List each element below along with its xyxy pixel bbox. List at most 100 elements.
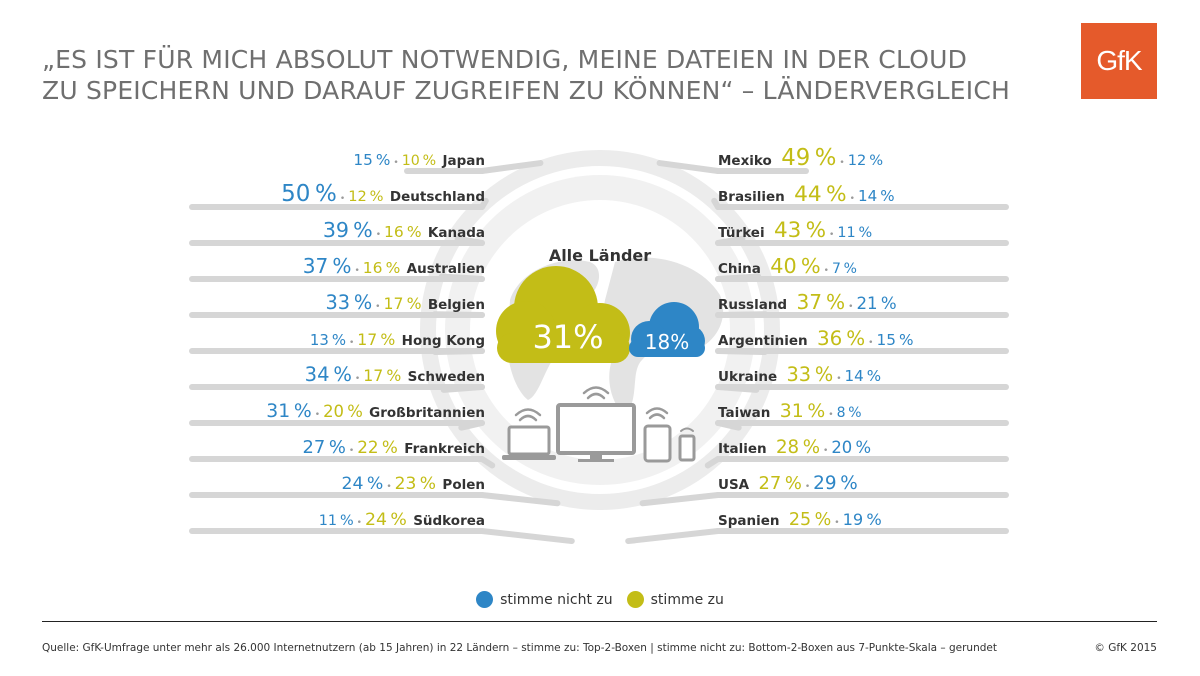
separator-dot: • — [834, 518, 839, 528]
agree-value-kanada: 16 % — [384, 223, 422, 241]
leader-link-türkei — [715, 235, 746, 246]
agree-value-südkorea: 24 % — [365, 510, 407, 530]
disagree-value-polen: 24 % — [341, 474, 383, 494]
disagree-value-japan: 15 % — [353, 151, 390, 169]
spacer — [808, 337, 814, 348]
footer-divider — [42, 621, 1157, 622]
leader-link-argentinien — [715, 348, 768, 356]
row-taiwan: Taiwan 31 % • 8 % — [718, 401, 862, 422]
legend-item-disagree: stimme nicht zu — [476, 591, 613, 608]
leader-lines — [189, 160, 1009, 545]
disagree-value-mexiko: 12 % — [848, 152, 883, 169]
country-label-japan: Japan — [441, 153, 485, 169]
spacer — [767, 445, 773, 456]
disagree-value-deutschland: 50 % — [281, 181, 337, 207]
country-label-kanada: Kanada — [428, 225, 485, 241]
agree-value-usa: 27 % — [759, 473, 802, 494]
wifi-icon-monitor — [582, 386, 610, 400]
leader-link-italien — [704, 456, 721, 469]
separator-dot: • — [315, 410, 320, 420]
row-china: China 40 % • 7 % — [718, 254, 857, 278]
disagree-value-italien: 20 % — [831, 438, 871, 457]
spacer — [765, 229, 771, 240]
country-label-argentinien: Argentinien — [718, 333, 808, 349]
separator-dot: • — [349, 338, 354, 348]
agree-cloud-icon — [496, 266, 630, 363]
country-label-großbritannien: Großbritannien — [369, 405, 485, 421]
all-countries-disagree-value: 18% — [645, 330, 689, 354]
agree-value-australien: 16 % — [363, 259, 401, 277]
country-label-italien: Italien — [718, 441, 767, 457]
row-hong-kong: 13 % • 17 % Hong Kong — [310, 330, 485, 349]
country-label-china: China — [718, 261, 761, 277]
country-label-hong-kong: Hong Kong — [402, 333, 485, 349]
gfk-logo: GfK — [1081, 23, 1157, 99]
separator-dot: • — [868, 338, 873, 348]
disagree-value-südkorea: 11 % — [319, 513, 354, 529]
country-label-südkorea: Südkorea — [413, 513, 485, 529]
agree-value-polen: 23 % — [395, 474, 436, 494]
leader-link-brasilien — [711, 197, 721, 210]
separator-dot: • — [836, 374, 841, 384]
tablet-icon — [643, 424, 672, 463]
leader-link-japan — [479, 160, 544, 174]
disagree-value-australien: 37 % — [303, 254, 352, 278]
legend-agree-dot-icon — [626, 591, 644, 608]
row-polen: 24 % • 23 % Polen — [341, 474, 485, 494]
separator-dot: • — [823, 446, 828, 456]
country-label-spanien: Spanien — [718, 513, 780, 529]
separator-dot: • — [805, 482, 810, 492]
country-label-frankreich: Frankreich — [404, 441, 485, 457]
phone-icon — [678, 434, 696, 462]
leader-link-hong-kong — [432, 348, 485, 356]
title-line-2: ZU SPEICHERN UND DARAUF ZUGREIFEN ZU KÖN… — [42, 76, 1010, 105]
country-label-schweden: Schweden — [408, 369, 485, 385]
leader-link-großbritannien — [458, 420, 485, 431]
row-türkei: Türkei 43 % • 11 % — [718, 218, 872, 243]
row-spanien: Spanien 25 % • 19 % — [718, 510, 882, 530]
spacer — [770, 409, 776, 420]
row-mexiko: Mexiko 49 % • 12 % — [718, 145, 883, 171]
agree-value-japan: 10 % — [402, 153, 436, 169]
row-russland: Russland 37 % • 21 % — [718, 290, 897, 314]
spacer — [761, 265, 767, 276]
leader-link-kanada — [454, 235, 485, 246]
row-frankreich: 27 % • 22 % Frankreich — [303, 437, 485, 458]
row-brasilien: Brasilien 44 % • 14 % — [718, 182, 895, 207]
agree-value-frankreich: 22 % — [357, 437, 398, 457]
leader-link-schweden — [440, 384, 485, 393]
spacer — [785, 193, 791, 204]
separator-dot: • — [829, 230, 834, 240]
row-großbritannien: 31 % • 20 % Großbritannien — [266, 401, 485, 422]
disagree-value-brasilien: 14 % — [858, 187, 895, 205]
country-label-mexiko: Mexiko — [718, 153, 772, 169]
title-line-1: „ES IST FÜR MICH ABSOLUT NOTWENDIG, MEIN… — [42, 45, 968, 74]
leader-link-mexiko — [656, 160, 721, 174]
spacer — [780, 517, 786, 528]
agree-value-schweden: 17 % — [363, 366, 401, 385]
wifi-icon-phone — [680, 427, 694, 432]
agree-value-ukraine: 33 % — [786, 363, 833, 386]
legend-item-agree: stimme zu — [626, 591, 724, 608]
row-japan: 15 % • 10 % Japan — [353, 151, 485, 169]
row-italien: Italien 28 % • 20 % — [718, 437, 871, 458]
disagree-value-spanien: 19 % — [843, 510, 882, 529]
separator-dot: • — [375, 302, 380, 312]
separator-dot: • — [354, 266, 359, 276]
country-label-deutschland: Deutschland — [390, 189, 485, 205]
row-deutschland: 50 % • 12 % Deutschland — [281, 181, 485, 207]
agree-value-hong-kong: 17 % — [357, 330, 395, 349]
wifi-icon-tablet — [645, 407, 669, 420]
all-countries-agree-value: 31% — [532, 318, 603, 356]
legend-disagree-dot-icon — [476, 591, 494, 608]
row-schweden: 34 % • 17 % Schweden — [305, 363, 485, 386]
spacer — [772, 157, 778, 168]
leader-link-russland — [715, 311, 769, 318]
separator-dot: • — [357, 518, 362, 528]
chart-decoration — [420, 150, 780, 510]
disagree-value-großbritannien: 31 % — [266, 401, 312, 422]
country-label-belgien: Belgien — [428, 297, 485, 313]
leader-link-taiwan — [715, 420, 742, 431]
